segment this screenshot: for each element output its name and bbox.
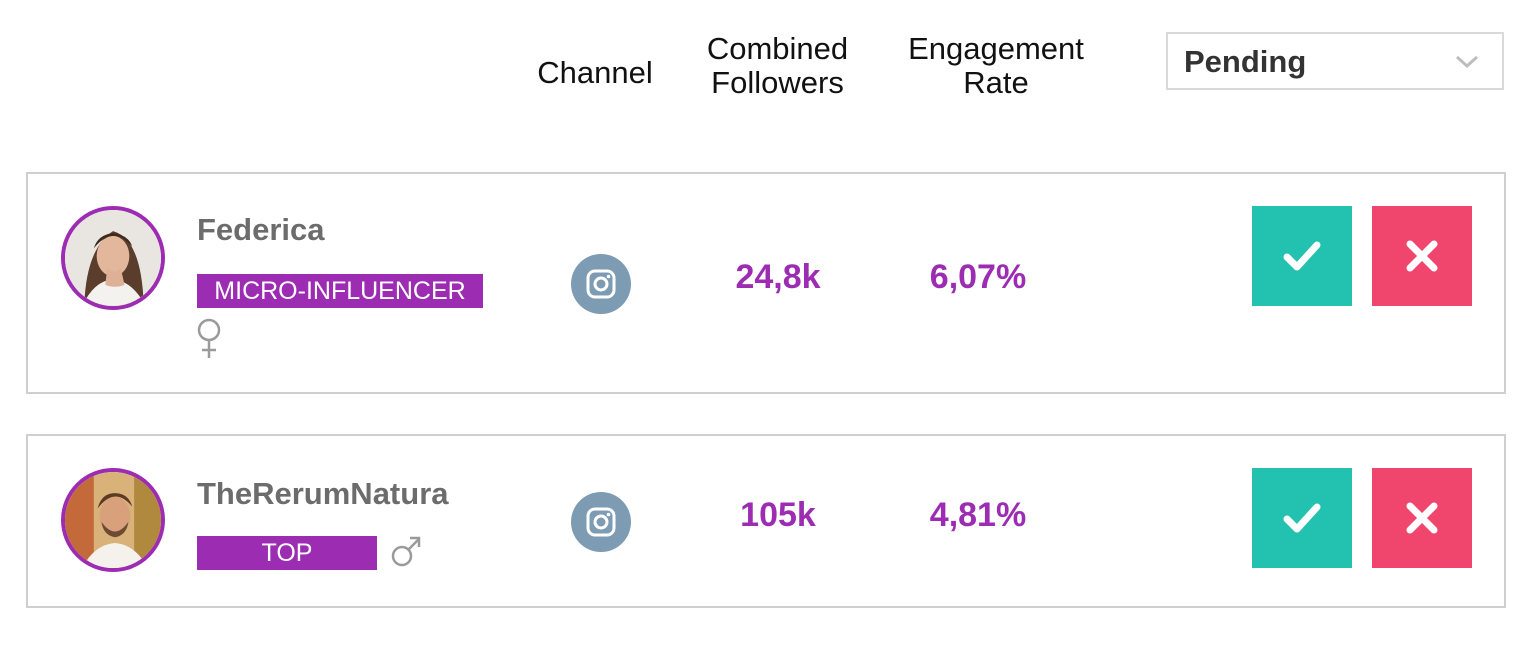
- column-header-channel: Channel: [537, 55, 653, 90]
- close-icon: [1406, 240, 1438, 272]
- status-filter-dropdown[interactable]: Pending: [1166, 32, 1504, 90]
- male-icon: [391, 536, 421, 567]
- instagram-icon[interactable]: [571, 492, 631, 552]
- chevron-down-icon: [1455, 55, 1479, 69]
- avatar-photo: [65, 472, 161, 568]
- check-icon: [1283, 241, 1321, 271]
- influencer-card: TheRerumNatura TOP 105k 4,81%: [26, 434, 1506, 608]
- influencer-name[interactable]: Federica: [197, 212, 325, 247]
- avatar[interactable]: [61, 468, 165, 572]
- engagement-rate-value: 6,07%: [929, 258, 1027, 296]
- accept-button[interactable]: [1252, 468, 1352, 568]
- accept-button[interactable]: [1252, 206, 1352, 306]
- column-header-engagement-rate: Engagement Rate: [908, 31, 1084, 100]
- influencer-card: Federica MICRO-INFLUENCER 24,8k 6,07%: [26, 172, 1506, 394]
- status-filter-value: Pending: [1184, 44, 1307, 79]
- instagram-icon[interactable]: [571, 254, 631, 314]
- influencer-name[interactable]: TheRerumNatura: [197, 476, 449, 511]
- close-icon: [1406, 502, 1438, 534]
- reject-button[interactable]: [1372, 468, 1472, 568]
- female-icon: [197, 318, 221, 358]
- column-header-combined-followers: Combined Followers: [706, 31, 849, 100]
- avatar[interactable]: [61, 206, 165, 310]
- avatar-photo: [65, 210, 161, 306]
- instagram-glyph: [586, 507, 616, 537]
- check-icon: [1283, 503, 1321, 533]
- followers-value: 105k: [740, 496, 816, 534]
- reject-button[interactable]: [1372, 206, 1472, 306]
- followers-value: 24,8k: [735, 258, 821, 296]
- engagement-rate-value: 4,81%: [929, 496, 1027, 534]
- tier-badge: TOP: [197, 536, 377, 570]
- instagram-glyph: [586, 269, 616, 299]
- tier-badge: MICRO-INFLUENCER: [197, 274, 483, 308]
